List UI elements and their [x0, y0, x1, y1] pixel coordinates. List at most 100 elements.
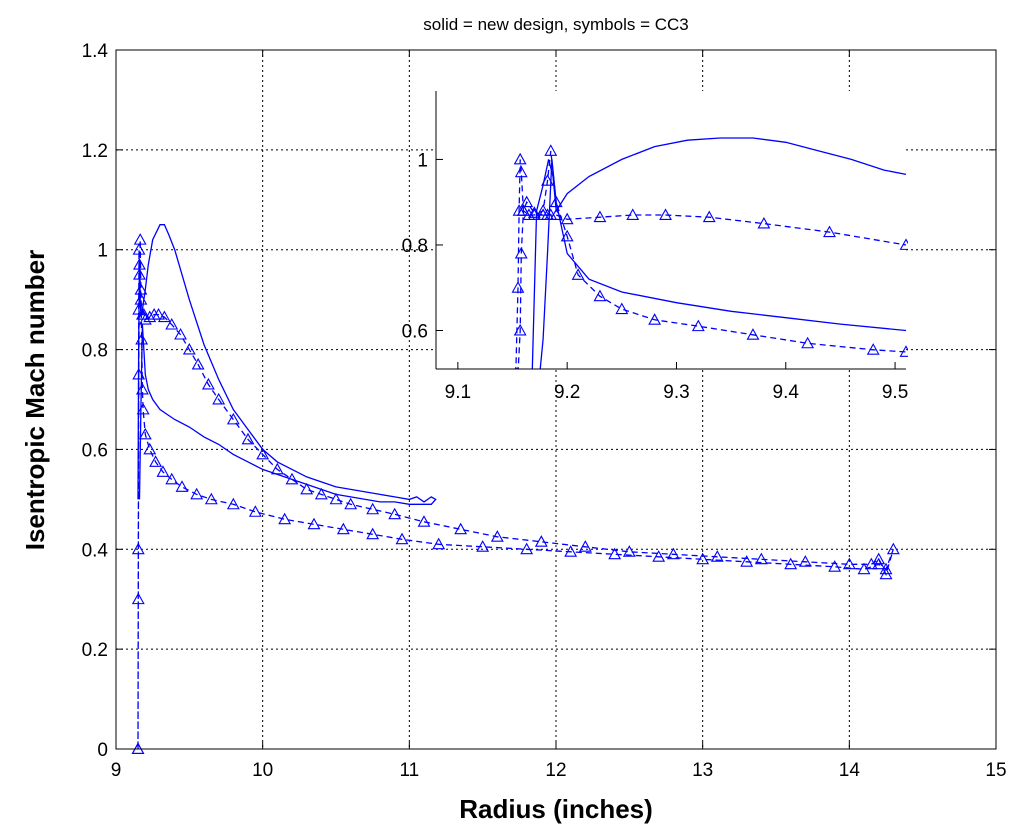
- triangle-marker: [549, 208, 563, 220]
- triangle-marker: [132, 367, 146, 380]
- triangle-marker: [174, 327, 187, 340]
- triangle-marker: [256, 447, 270, 460]
- triangle-marker: [135, 382, 149, 395]
- triangle-marker: [691, 319, 705, 332]
- triangle-marker: [226, 412, 240, 425]
- triangle-marker: [740, 555, 754, 567]
- triangle-marker: [872, 557, 886, 570]
- y-axis-label: Isentropic Mach number: [20, 250, 50, 551]
- triangle-marker: [527, 206, 541, 218]
- x-tick-label: 15: [985, 760, 1006, 781]
- triangle-marker: [388, 507, 402, 520]
- triangle-marker: [899, 345, 908, 357]
- triangle-marker: [513, 323, 527, 336]
- y-tick-label: 1.4: [82, 41, 109, 62]
- x-tick-label: 9.4: [773, 382, 800, 403]
- triangle-marker: [784, 557, 798, 570]
- triangle-marker: [204, 492, 218, 505]
- triangle-marker: [578, 540, 592, 552]
- x-tick-label: 14: [839, 760, 861, 781]
- triangle-marker: [514, 165, 528, 178]
- y-tick-label: 1: [97, 241, 108, 262]
- triangle-marker: [615, 302, 629, 315]
- triangle-marker: [608, 547, 622, 560]
- triangle-marker: [560, 212, 574, 225]
- triangle-marker: [135, 332, 149, 345]
- triangle-marker: [344, 497, 358, 510]
- triangle-marker: [157, 310, 171, 323]
- triangle-marker: [746, 328, 760, 340]
- triangle-marker: [534, 535, 548, 547]
- cc3-series-line-3: [517, 150, 907, 369]
- triangle-marker: [866, 343, 880, 355]
- x-tick-label: 10: [252, 760, 273, 781]
- triangle-marker: [300, 482, 314, 495]
- triangle-marker: [138, 427, 152, 440]
- triangle-marker: [490, 530, 504, 542]
- triangle-marker: [541, 174, 554, 186]
- y-tick-label: 0.4: [82, 540, 109, 561]
- y-tick-label: 0.2: [82, 640, 108, 661]
- y-tick-label: 1: [417, 150, 428, 171]
- main-series-group: [131, 224, 900, 754]
- inset-series-group: [511, 137, 908, 369]
- triangle-marker: [307, 517, 321, 530]
- triangle-marker: [336, 522, 350, 535]
- main-ticks: 9 10 11 12 13 14 15 0 0.2 0.4 0.6 0.8 1 1.2 1.4: [82, 41, 1007, 781]
- triangle-marker: [432, 537, 446, 550]
- triangle-marker: [366, 502, 380, 515]
- triangle-marker: [226, 497, 240, 510]
- triangle-marker: [285, 472, 299, 485]
- triangle-marker: [131, 742, 145, 754]
- x-tick-label: 12: [545, 760, 566, 781]
- triangle-marker: [278, 512, 292, 525]
- triangle-marker: [593, 210, 607, 223]
- triangle-marker: [696, 552, 710, 565]
- triangle-marker: [536, 204, 550, 216]
- triangle-marker: [149, 455, 163, 467]
- triangle-marker: [191, 357, 205, 370]
- triangle-marker: [476, 540, 490, 552]
- triangle-marker: [241, 432, 255, 445]
- triangle-marker: [886, 542, 900, 555]
- y-tick-label: 0.8: [402, 236, 428, 257]
- triangle-marker: [517, 204, 530, 216]
- triangle-marker: [137, 307, 151, 320]
- triangle-marker: [549, 195, 563, 208]
- triangle-marker: [136, 402, 150, 415]
- new-design-series-line-0: [137, 224, 437, 505]
- triangle-marker: [165, 317, 179, 330]
- x-tick-label: 9.1: [445, 382, 471, 403]
- triangle-marker: [754, 552, 768, 565]
- triangle-marker: [899, 238, 908, 250]
- triangle-marker: [133, 233, 147, 245]
- triangle-marker: [270, 462, 284, 475]
- x-tick-label: 9.2: [554, 382, 580, 403]
- x-tick-label: 9.3: [663, 382, 689, 403]
- triangle-marker: [395, 532, 409, 545]
- x-tick-label: 11: [399, 760, 419, 781]
- triangle-marker: [710, 550, 724, 562]
- y-tick-label: 0.6: [402, 322, 428, 343]
- triangle-marker: [520, 542, 534, 555]
- triangle-marker: [828, 560, 842, 572]
- triangle-marker: [131, 592, 145, 605]
- inset-plot: 9.1 9.2 9.3 9.4 9.5 0.6 0.8 1: [402, 91, 909, 403]
- inset-ticks: 9.1 9.2 9.3 9.4 9.5 0.6 0.8 1: [402, 150, 909, 403]
- triangle-marker: [175, 480, 189, 492]
- triangle-marker: [454, 522, 468, 535]
- triangle-marker: [571, 268, 585, 280]
- triangle-marker: [801, 336, 815, 349]
- x-axis-label: Radius (inches): [459, 794, 653, 824]
- triangle-marker: [134, 283, 148, 295]
- triangle-marker: [417, 515, 431, 527]
- triangle-marker: [666, 547, 680, 560]
- triangle-marker: [757, 216, 771, 229]
- triangle-marker: [626, 208, 640, 220]
- triangle-marker: [143, 310, 157, 323]
- triangle-marker: [702, 210, 716, 223]
- y-tick-label: 0: [97, 740, 108, 761]
- x-tick-label: 13: [692, 760, 713, 781]
- triangle-marker: [329, 492, 343, 505]
